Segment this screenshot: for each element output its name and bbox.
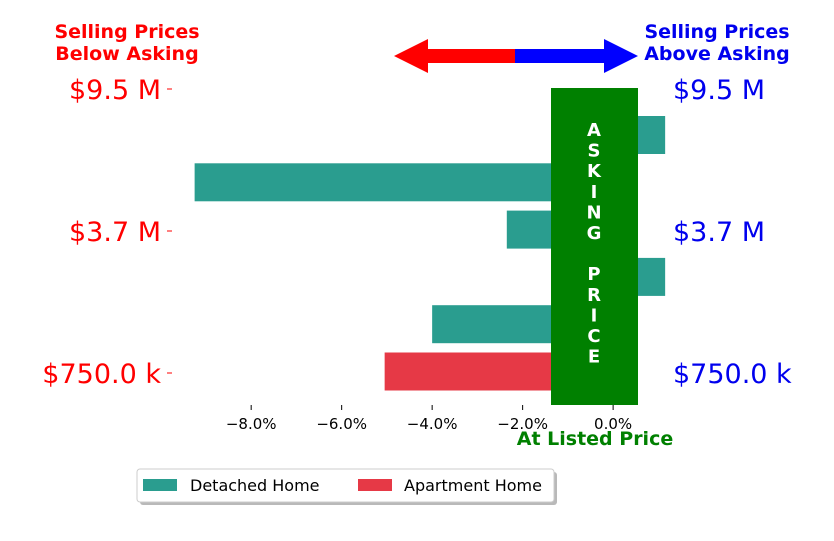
x-tick-label: 0.0% — [594, 415, 632, 433]
y-axis-right: $9.5 M $3.7 M $750.0 k — [673, 75, 792, 390]
asking-price-letter: P — [587, 264, 600, 285]
x-tick-label: −4.0% — [407, 415, 458, 433]
legend-swatch-detached — [143, 479, 177, 491]
asking-price-letter: C — [587, 326, 600, 347]
bar-detached-1 — [194, 163, 614, 202]
asking-price-letter: R — [587, 285, 601, 306]
below-asking-label-line1: Selling Prices — [54, 21, 199, 43]
y-tick-label-right: $750.0 k — [673, 359, 792, 390]
legend: Detached Home Apartment Home — [136, 468, 557, 505]
asking-price-letter: G — [587, 223, 602, 244]
x-tick-label: −2.0% — [497, 415, 548, 433]
y-tick-label-left: $750.0 k — [42, 359, 161, 390]
below-asking-label-line2: Below Asking — [55, 43, 198, 65]
legend-label-apartment: Apartment Home — [404, 476, 542, 495]
at-listed-price-label: At Listed Price — [517, 428, 673, 450]
y-tick-label-left: $3.7 M — [69, 217, 161, 248]
x-tick-label: −8.0% — [226, 415, 277, 433]
asking-price-letter: I — [591, 305, 598, 326]
legend-label-detached: Detached Home — [190, 476, 320, 495]
asking-price-letter: K — [587, 161, 602, 182]
y-tick-label-right: $3.7 M — [673, 217, 765, 248]
legend-swatch-apartment — [358, 479, 392, 491]
x-axis: −8.0% −6.0% −4.0% −2.0% 0.0% — [226, 405, 632, 433]
y-tick-label-right: $9.5 M — [673, 75, 765, 106]
above-asking-label-line2: Above Asking — [644, 43, 790, 65]
x-tick-label: −6.0% — [316, 415, 367, 433]
y-axis-left: $9.5 M $3.7 M $750.0 k — [42, 75, 172, 390]
asking-price-letter: I — [591, 182, 598, 203]
asking-price-letter: S — [588, 141, 601, 162]
asking-price-letter: A — [587, 120, 601, 141]
above-asking-label-line1: Selling Prices — [644, 21, 789, 43]
double-arrow-icon — [394, 39, 638, 73]
y-tick-label-left: $9.5 M — [69, 75, 161, 106]
asking-price-letter: N — [586, 202, 601, 223]
asking-price-band — [551, 88, 638, 405]
asking-price-letter: E — [588, 347, 600, 368]
